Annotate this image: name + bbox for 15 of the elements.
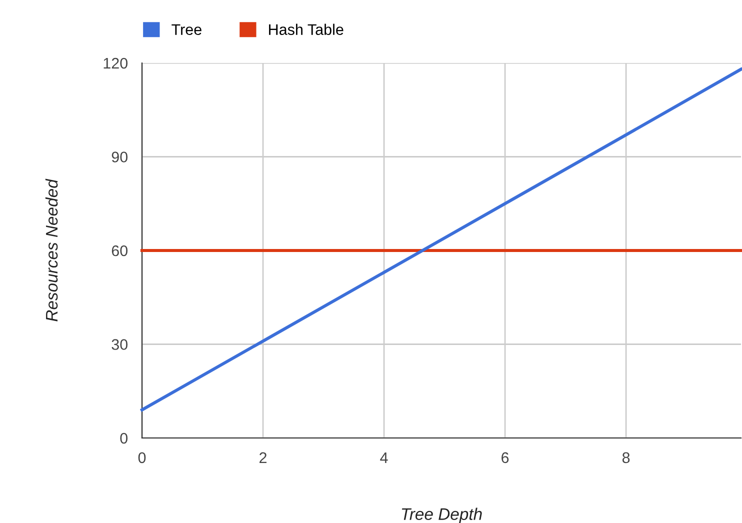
legend-label: Tree (172, 24, 202, 35)
y-tick-label: 120 (104, 58, 128, 69)
y-tick-label: 60 (112, 245, 128, 256)
x-tick-label: 6 (502, 452, 509, 464)
y-axis-title: Resources Needed (45, 178, 58, 322)
legend-label: Hash Table (269, 24, 344, 35)
y-tick-label: 90 (112, 152, 128, 162)
x-tick-label: 4 (380, 452, 388, 463)
x-tick-label: 8 (622, 452, 630, 464)
y-tick-label: 30 (112, 339, 128, 350)
x-axis-title: Tree Depth (402, 508, 482, 523)
line-series (140, 68, 742, 412)
x-tick-label: 0 (138, 452, 146, 464)
y-tick-label: 0 (120, 432, 128, 444)
x-tick-label: 2 (260, 452, 266, 463)
